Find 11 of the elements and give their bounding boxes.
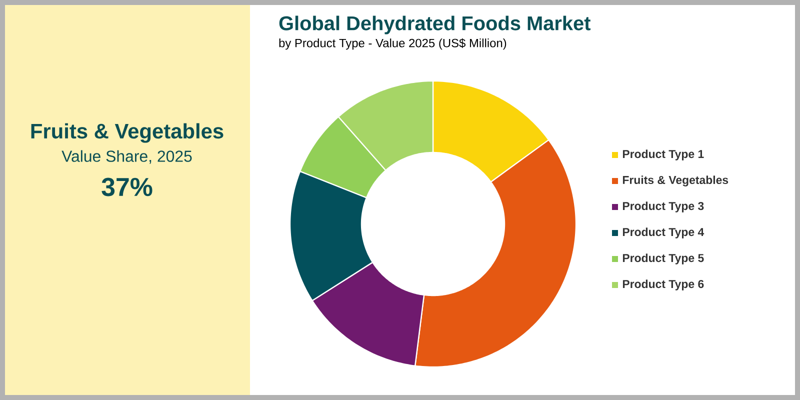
legend-label: Product Type 5 [622, 254, 704, 264]
legend-label: Product Type 3 [622, 202, 704, 212]
legend-label: Product Type 6 [622, 280, 704, 290]
text: Value Share, 2025 [62, 150, 192, 164]
legend-label: Product Type 1 [622, 150, 704, 160]
text: Fruits & Vegetables [31, 123, 224, 143]
legend-label: Fruits & Vegetables [622, 176, 728, 186]
legend-label: Product Type 4 [622, 228, 704, 238]
text: 37% [102, 178, 152, 196]
chart-subtitle: by Product Type - Value 2025 (US$ Million) [279, 38, 506, 50]
chart-title: Global Dehydrated Foods Market [279, 16, 590, 34]
